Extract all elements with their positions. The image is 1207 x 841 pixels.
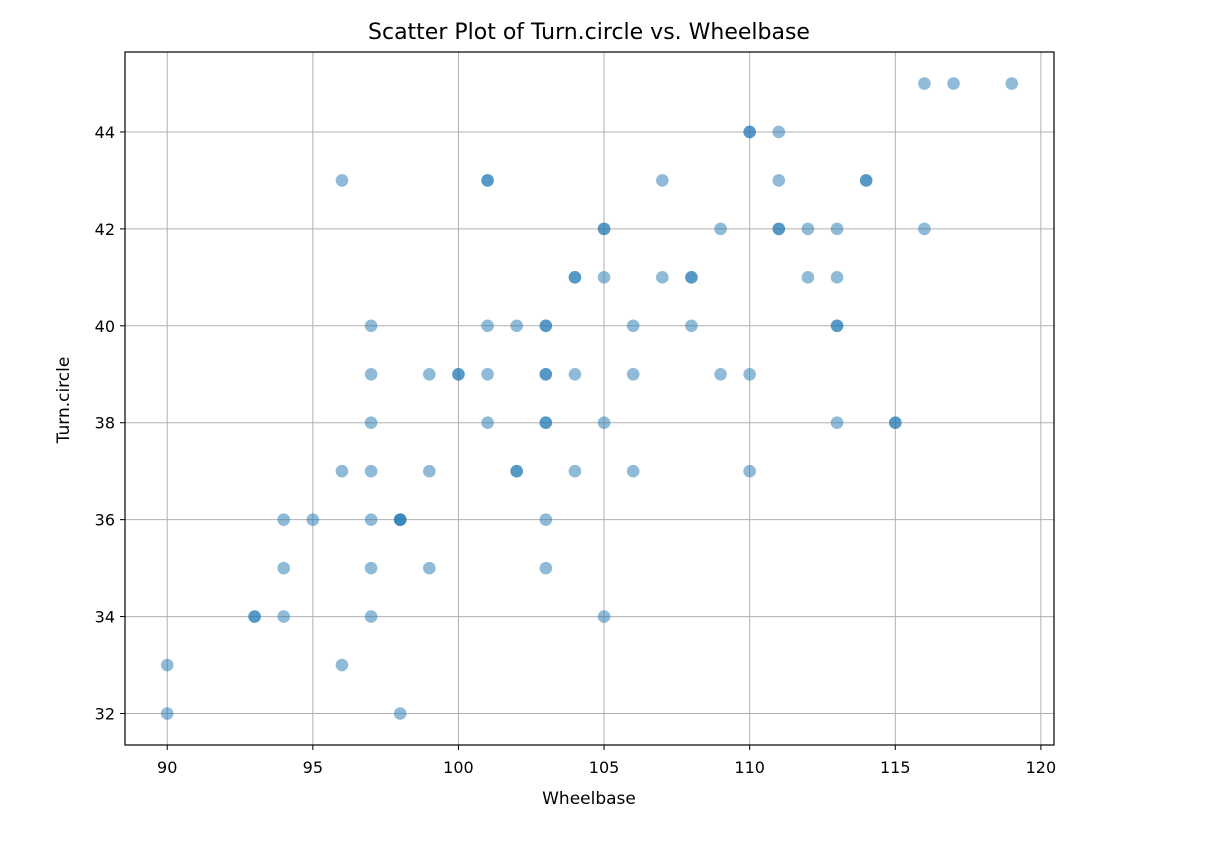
data-point	[335, 464, 349, 478]
y-tick-label: 44	[95, 123, 115, 142]
data-point	[335, 174, 349, 187]
data-point	[830, 416, 844, 430]
data-points	[160, 77, 1019, 720]
data-point	[248, 610, 261, 623]
data-point	[539, 513, 553, 526]
data-point	[364, 416, 378, 430]
data-point	[656, 174, 669, 187]
data-point	[830, 271, 844, 284]
data-point	[539, 416, 553, 430]
data-point	[597, 610, 611, 623]
x-tick-label: 95	[303, 758, 323, 777]
data-point	[801, 271, 815, 284]
data-point	[685, 319, 698, 333]
data-point	[481, 319, 494, 333]
x-tick-label: 110	[734, 758, 765, 777]
data-point	[481, 416, 494, 430]
data-point	[888, 416, 902, 430]
data-point	[364, 367, 378, 381]
data-point	[335, 658, 349, 672]
x-tick-label: 105	[589, 758, 620, 777]
data-point	[801, 222, 815, 236]
data-point	[743, 464, 756, 478]
data-point	[481, 174, 494, 187]
data-point	[364, 610, 378, 623]
data-point	[918, 222, 931, 236]
data-point	[423, 367, 436, 381]
data-point	[423, 464, 436, 478]
data-point	[481, 367, 494, 381]
x-tick-label: 90	[157, 758, 177, 777]
data-point	[364, 464, 378, 478]
data-point	[626, 464, 640, 478]
data-point	[423, 561, 436, 575]
data-point	[830, 222, 844, 236]
data-point	[743, 367, 756, 381]
data-point	[597, 271, 611, 284]
data-point	[160, 658, 174, 672]
data-point	[918, 77, 931, 90]
data-point	[1005, 77, 1019, 90]
data-point	[772, 125, 786, 139]
data-point	[539, 561, 553, 575]
x-axis-label: Wheelbase	[542, 789, 636, 809]
data-point	[597, 416, 611, 430]
data-point	[539, 319, 553, 333]
data-point	[393, 707, 407, 720]
y-tick-label: 36	[95, 511, 115, 530]
x-tick-label: 115	[880, 758, 911, 777]
y-axis-label: Turn.circle	[54, 357, 74, 445]
data-point	[510, 319, 523, 333]
x-tick-label: 120	[1026, 758, 1057, 777]
data-point	[306, 513, 320, 526]
data-point	[830, 319, 844, 333]
data-point	[714, 367, 727, 381]
data-point	[364, 561, 378, 575]
data-point	[539, 367, 553, 381]
data-point	[160, 707, 174, 720]
data-point	[568, 271, 582, 284]
y-axis: 32 34 36 38 40 42 44	[95, 123, 125, 724]
data-point	[393, 513, 407, 526]
data-point	[859, 174, 873, 187]
y-tick-label: 40	[95, 317, 115, 336]
y-tick-label: 42	[95, 220, 115, 239]
data-point	[277, 513, 291, 526]
data-point	[947, 77, 960, 90]
chart-title: Scatter Plot of Turn.circle vs. Wheelbas…	[368, 20, 810, 45]
data-point	[277, 561, 291, 575]
data-point	[743, 125, 756, 139]
data-point	[364, 513, 378, 526]
data-point	[685, 271, 698, 284]
y-tick-label: 34	[95, 608, 115, 627]
data-point	[597, 222, 611, 236]
data-point	[626, 319, 640, 333]
data-point	[568, 367, 582, 381]
data-point	[626, 367, 640, 381]
y-tick-label: 32	[95, 705, 115, 724]
data-point	[364, 319, 378, 333]
data-point	[277, 610, 291, 623]
x-axis: 90 95 100 105 110 115 120	[157, 745, 1056, 777]
data-point	[772, 222, 786, 236]
plot-frame	[124, 51, 1055, 746]
data-point	[568, 464, 582, 478]
grid	[125, 52, 1054, 745]
x-tick-label: 100	[443, 758, 474, 777]
data-point	[510, 464, 523, 478]
data-point	[656, 271, 669, 284]
data-point	[772, 174, 786, 187]
data-point	[452, 367, 465, 381]
y-tick-label: 38	[95, 414, 115, 433]
data-point	[714, 222, 727, 236]
